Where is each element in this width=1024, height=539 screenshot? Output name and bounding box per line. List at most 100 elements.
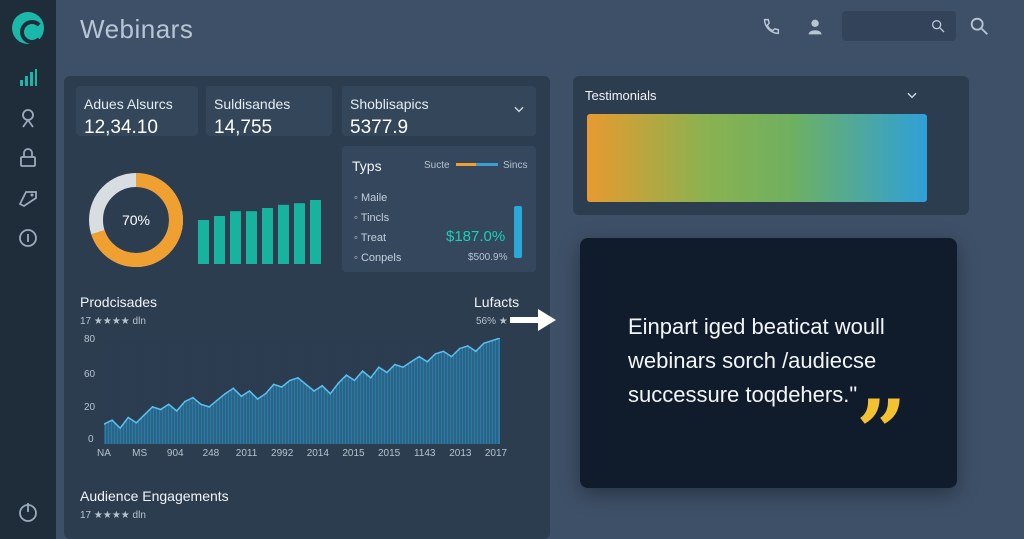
stat-value: 12,34.10 — [84, 117, 158, 138]
quote-mark-icon: ” — [856, 380, 907, 484]
x-tick: 2013 — [449, 448, 472, 459]
data-point — [458, 347, 461, 350]
x-tick: NA — [97, 448, 111, 459]
stat-label: Adues Alsurcs — [84, 96, 173, 112]
search-icon — [932, 19, 945, 33]
data-point — [345, 374, 348, 376]
mini-bar — [198, 220, 209, 264]
data-point — [394, 363, 396, 366]
data-point — [240, 395, 243, 398]
engagement-title: Audience Engagements — [80, 488, 229, 504]
data-point — [434, 353, 437, 355]
data-point — [289, 379, 291, 382]
data-point — [281, 386, 283, 388]
quote-line: webinars sorch /audiecse — [628, 348, 877, 373]
data-point — [192, 396, 194, 399]
data-point — [272, 383, 275, 386]
data-point — [208, 406, 210, 408]
chart-right-subtitle: 56% ★ — [476, 316, 508, 327]
list-item[interactable]: ◦ Maile — [354, 192, 388, 204]
mini-bar — [262, 208, 273, 264]
chart-subtitle: 17 ★★★★ dln — [80, 316, 146, 327]
x-tick: MS — [132, 448, 148, 459]
data-point — [111, 419, 113, 421]
data-point — [313, 390, 315, 392]
tag-icon[interactable] — [16, 186, 40, 210]
chevron-down-icon[interactable] — [905, 88, 919, 102]
x-tick: 2015 — [377, 448, 401, 459]
quote-line: successure toqdehers." — [628, 382, 858, 407]
data-point — [264, 392, 267, 395]
engagement-subtitle: 17 ★★★★ dln — [80, 510, 146, 521]
testimonials-panel: Testimonials — [573, 76, 969, 215]
list-item-label: Treat — [360, 232, 387, 244]
data-point — [491, 339, 493, 342]
data-point — [143, 414, 146, 416]
x-tick: 2015 — [342, 448, 365, 459]
user-icon[interactable] — [805, 16, 827, 38]
x-tick: 2014 — [306, 448, 329, 459]
list-item[interactable]: ◦ Tincls — [354, 212, 390, 224]
info-icon[interactable] — [16, 226, 40, 250]
chevron-down-icon[interactable] — [512, 102, 526, 116]
search-input[interactable] — [842, 11, 956, 41]
chart-right-title: Lufacts — [474, 294, 520, 310]
data-point — [369, 377, 372, 379]
list-item[interactable]: ◦ Treat — [354, 232, 387, 244]
x-tick: 2992 — [271, 448, 294, 459]
mini-bar — [294, 203, 305, 264]
stat-card[interactable]: Adues Alsurcs 12,34.10 — [76, 86, 198, 138]
data-point — [353, 379, 356, 382]
chart-title: Prodcisades — [80, 294, 158, 310]
sidebar — [0, 0, 56, 539]
data-point — [442, 350, 445, 353]
mini-bar-chart — [198, 200, 321, 264]
data-point — [426, 361, 429, 363]
data-point — [135, 422, 138, 424]
stat-value: 14,755 — [214, 117, 273, 138]
legend-swatch — [476, 163, 498, 166]
lock-icon[interactable] — [16, 146, 40, 170]
data-point — [175, 410, 178, 412]
data-point — [418, 355, 421, 358]
list-item-label: Conpels — [360, 252, 402, 264]
vertical-bar — [514, 206, 522, 258]
x-tick: 2011 — [235, 448, 258, 459]
app-logo[interactable] — [12, 12, 44, 44]
data-point — [127, 416, 129, 419]
data-point — [402, 366, 404, 368]
search-icon[interactable] — [968, 15, 990, 37]
testimonials-banner — [587, 114, 927, 202]
x-tick: 2017 — [484, 448, 508, 459]
data-point — [119, 427, 121, 429]
power-icon[interactable] — [16, 500, 40, 524]
types-title: Typs — [352, 158, 382, 174]
legend-swatch — [456, 163, 476, 166]
small-value: $500.9% — [468, 252, 508, 263]
data-point — [216, 399, 218, 402]
phone-icon[interactable] — [760, 16, 782, 38]
stat-card[interactable]: Shoblisapics 5377.9 — [342, 86, 536, 138]
chart-icon[interactable] — [16, 66, 40, 90]
y-tick: 60 — [84, 369, 96, 380]
stat-card[interactable]: Suldisandes 14,755 — [206, 86, 332, 138]
mini-bar — [214, 216, 225, 264]
data-point — [337, 382, 340, 384]
list-item-label: Maile — [360, 192, 388, 204]
data-point — [386, 371, 388, 374]
data-point — [305, 383, 307, 386]
data-point — [466, 345, 469, 347]
data-point — [321, 384, 323, 387]
quote-line: Einpart iged beaticat woull — [628, 314, 885, 339]
list-item-label: Tincls — [360, 212, 390, 224]
profile-icon[interactable] — [16, 106, 40, 130]
x-tick: 248 — [202, 448, 220, 459]
page-title: Webinars — [80, 14, 194, 44]
list-item[interactable]: ◦ Conpels — [354, 252, 402, 264]
stat-value: 5377.9 — [350, 117, 409, 138]
types-panel: Typs Sucte Sincs ◦ Maile ◦ Tincls ◦ Trea… — [342, 146, 536, 272]
legend-label: Sucte — [424, 160, 450, 171]
stat-label: Suldisandes — [214, 96, 291, 112]
series-line — [104, 338, 500, 430]
mini-bar — [278, 204, 289, 264]
